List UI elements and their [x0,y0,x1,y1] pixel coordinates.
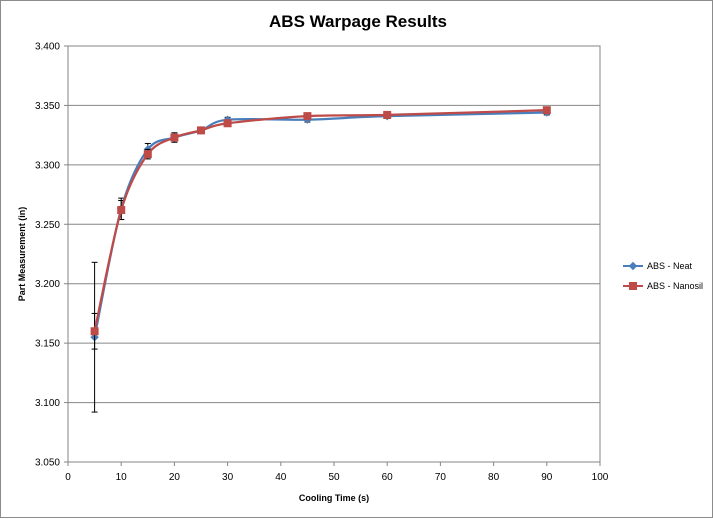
y-tick-label: 3.050 [35,458,60,469]
y-tick-label: 3.100 [35,398,60,409]
x-tick-label: 90 [541,472,553,483]
axis-ticks: 3.050 3.100 3.150 3.200 3.250 3.300 3.350 3.400… [35,42,609,484]
legend-label-neat: ABS - Neat [647,261,693,271]
data-point-abs-nanosil [90,327,99,336]
y-tick-label: 3.350 [35,101,60,112]
legend-item-nanosil: ABS - Nanosil [623,281,703,291]
x-tick-label: 100 [592,472,609,483]
y-axis-title: Part Measurement (in) [17,207,27,302]
x-tick-label: 50 [328,472,340,483]
data-point-abs-nanosil [303,112,312,121]
x-tick-label: 20 [169,472,181,483]
series-abs-neat [90,108,552,413]
y-tick-label: 3.150 [35,339,60,350]
data-point-abs-nanosil [542,106,551,115]
series-line-abs-neat [93,111,547,338]
gridlines [68,45,600,404]
data-point-abs-nanosil [170,133,179,142]
data-point-abs-nanosil [383,110,392,119]
data-point-abs-nanosil [117,206,126,215]
y-tick-label: 3.300 [35,160,60,171]
plot-area-border [67,45,601,463]
x-axis-title: Cooling Time (s) [299,493,369,503]
x-tick-label: 30 [222,472,234,483]
series-abs-nanosil [90,106,551,350]
series-line-abs-nanosil [93,109,547,332]
legend-marker-nanosil [629,282,637,290]
x-tick-label: 40 [275,472,287,483]
data-point-abs-nanosil [143,150,152,159]
y-tick-label: 3.250 [35,220,60,231]
chart-title: ABS Warpage Results [269,12,447,31]
legend-marker-neat [628,261,638,271]
data-point-abs-nanosil [197,126,205,135]
legend-item-neat: ABS - Neat [623,261,693,271]
y-tick-label: 3.400 [35,42,60,53]
y-tick-label: 3.200 [35,279,60,290]
x-tick-label: 80 [488,472,500,483]
data-point-abs-nanosil [223,119,232,128]
x-tick-label: 10 [116,472,128,483]
legend-label-nanosil: ABS - Nanosil [647,281,703,291]
x-tick-label: 0 [65,472,71,483]
legend: ABS - Neat ABS - Nanosil [623,261,703,291]
x-tick-label: 70 [435,472,447,483]
x-tick-label: 60 [382,472,394,483]
series-layer [90,106,552,413]
